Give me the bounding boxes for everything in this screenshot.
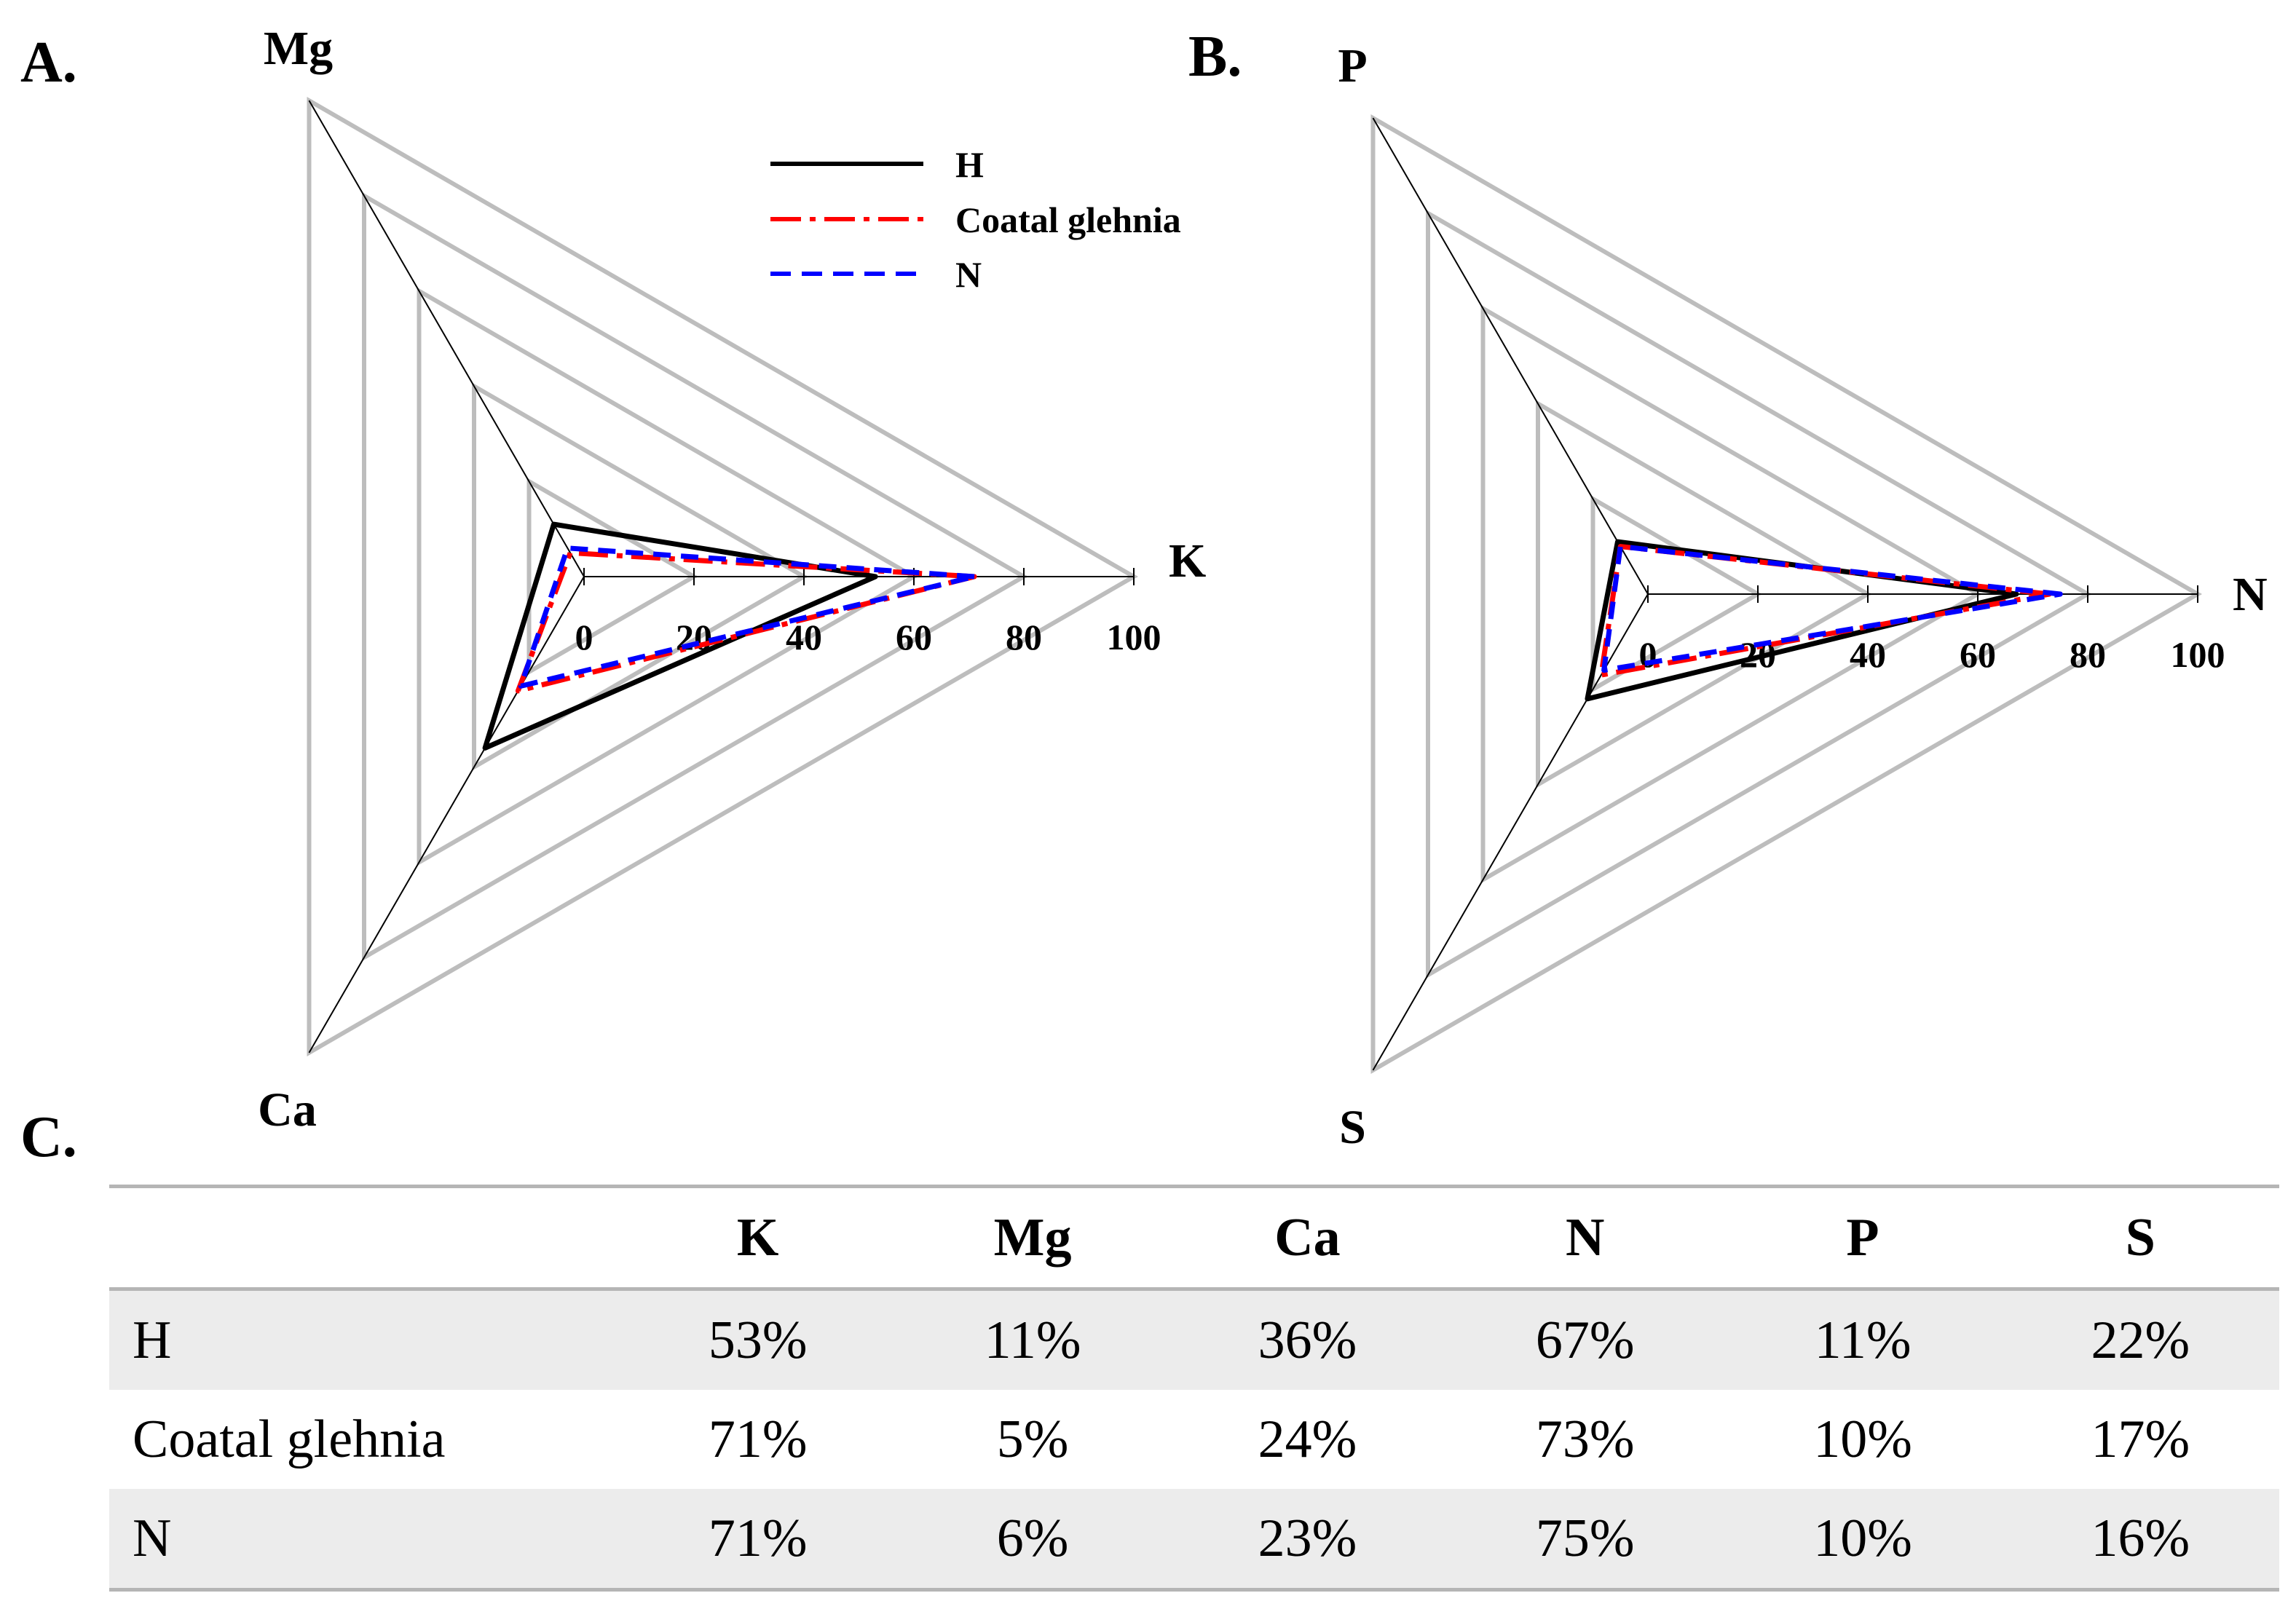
table-cell: 71% <box>708 1508 808 1568</box>
table-cell: 11% <box>984 1310 1081 1370</box>
table-header-ca: Ca <box>1274 1207 1341 1268</box>
data-table-panel: K Mg Ca N P S H 53% 11% 36% 67% 11% 22% … <box>109 1185 2279 1592</box>
grid-ring-60 <box>1480 304 1983 884</box>
table-cell: 67% <box>1535 1310 1635 1370</box>
grid-ring-80 <box>1426 209 2092 979</box>
series-n <box>518 545 977 689</box>
table-header-corner <box>109 1187 619 1289</box>
axis-label-p: P <box>1338 39 1367 92</box>
panel-b-label: B. <box>1188 25 1242 89</box>
axis-label-ca: Ca <box>258 1083 317 1136</box>
grid-ring-20 <box>526 478 698 676</box>
axis-line-p <box>1372 117 1649 595</box>
tick-label: 80 <box>1006 617 1042 657</box>
table-header-s: S <box>2125 1207 2155 1268</box>
tick-label: 60 <box>896 617 932 657</box>
axis-label-k: K <box>1169 534 1206 588</box>
axis-label-s: S <box>1339 1101 1366 1154</box>
table-cell: 23% <box>1258 1508 1357 1568</box>
axis-label-n: N <box>2233 568 2268 621</box>
table-header-mg: Mg <box>993 1207 1072 1268</box>
grid-ring-60 <box>417 287 919 866</box>
tick-label: 40 <box>786 617 822 657</box>
legend-label-coastal-glehnia: Coatal glehnia <box>955 199 1181 240</box>
table-header-k: K <box>736 1207 779 1268</box>
table-row-name: Coatal glehnia <box>133 1409 446 1469</box>
tick-label: 40 <box>1850 634 1886 675</box>
series-h <box>482 521 878 751</box>
table-header-n: N <box>1566 1207 1605 1268</box>
legend-label-h: H <box>955 144 984 185</box>
table-row-name: N <box>133 1508 172 1568</box>
table-cell: 22% <box>2091 1310 2190 1370</box>
table-cell: 36% <box>1258 1310 1357 1370</box>
table-cell: 6% <box>996 1508 1069 1568</box>
tick-label: 0 <box>575 617 593 657</box>
table-cell: 16% <box>2091 1508 2190 1568</box>
axis-label-mg: Mg <box>264 22 333 75</box>
legend: H Coatal glehnia N <box>770 144 1181 295</box>
table-cell: 71% <box>708 1409 808 1469</box>
table-cell: 10% <box>1813 1409 1912 1469</box>
axis-line-ca <box>308 576 585 1054</box>
panel-a-label: A. <box>20 31 77 95</box>
table-row-name: H <box>133 1310 172 1370</box>
table-row: Coatal glehnia 71% 5% 24% 73% 10% 17% <box>109 1390 2279 1489</box>
table-cell: 5% <box>996 1409 1069 1469</box>
grid-ring-100 <box>307 96 1139 1057</box>
table-cell: 73% <box>1535 1409 1635 1469</box>
table-cell: 10% <box>1813 1508 1912 1568</box>
table-cell: 53% <box>708 1310 808 1370</box>
tick-label: 80 <box>2070 634 2106 675</box>
table-row: N 71% 6% 23% 75% 10% 16% <box>109 1489 2279 1590</box>
tick-label: 60 <box>1960 634 1996 675</box>
data-table: K Mg Ca N P S H 53% 11% 36% 67% 11% 22% … <box>109 1185 2279 1592</box>
panel-c-label: C. <box>20 1105 77 1169</box>
table-header-row: K Mg Ca N P S <box>109 1186 2279 1289</box>
table-header-p: P <box>1846 1207 1879 1268</box>
axis-line-mg <box>308 100 585 577</box>
table-cell: 17% <box>2091 1409 2190 1469</box>
grid-ring-100 <box>1370 114 2203 1075</box>
tick-label: 100 <box>2171 634 2225 675</box>
table-cell: 24% <box>1258 1409 1357 1469</box>
legend-label-n: N <box>955 254 982 295</box>
table-row: H 53% 11% 36% 67% 11% 22% <box>109 1289 2279 1390</box>
tick-label: 100 <box>1107 617 1161 657</box>
table-cell: 75% <box>1535 1508 1635 1568</box>
grid-ring-40 <box>1536 400 1872 788</box>
grid-ring-40 <box>472 382 808 771</box>
grid-ring-20 <box>1590 495 1762 693</box>
table-cell: 11% <box>1814 1310 1912 1370</box>
grid-ring-80 <box>362 191 1028 962</box>
series-n <box>1601 544 2063 673</box>
